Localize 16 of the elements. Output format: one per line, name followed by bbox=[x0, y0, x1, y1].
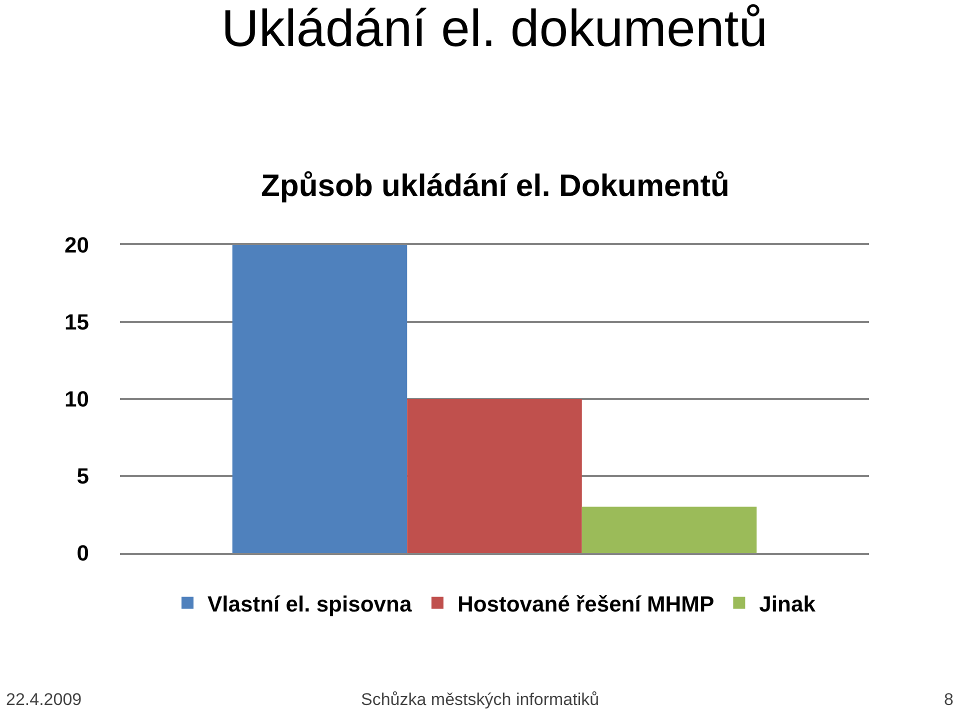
bar bbox=[407, 399, 582, 553]
y-tick-label: 15 bbox=[64, 310, 89, 335]
legend-label: Vlastní el. spisovna bbox=[208, 591, 412, 616]
text: Schůzka městských informatiků bbox=[361, 690, 600, 709]
chart-title: Ukládání el. dokumentů bbox=[221, 0, 768, 58]
y-tick-label: 5 bbox=[76, 464, 89, 489]
text: 8 bbox=[944, 690, 954, 709]
y-tick-label: 20 bbox=[64, 232, 89, 258]
bar bbox=[232, 245, 408, 553]
legend-label: Jinak bbox=[759, 591, 816, 616]
y-tick-label: 10 bbox=[64, 386, 89, 412]
chart-subtitle: Způsob ukládání el. Dokumentů bbox=[261, 168, 730, 203]
y-tick-label: 0 bbox=[76, 540, 89, 566]
legend-label: Hostované řešení MHMP bbox=[457, 591, 714, 616]
bar bbox=[582, 506, 757, 553]
text: 22.4.2009 bbox=[6, 690, 82, 709]
